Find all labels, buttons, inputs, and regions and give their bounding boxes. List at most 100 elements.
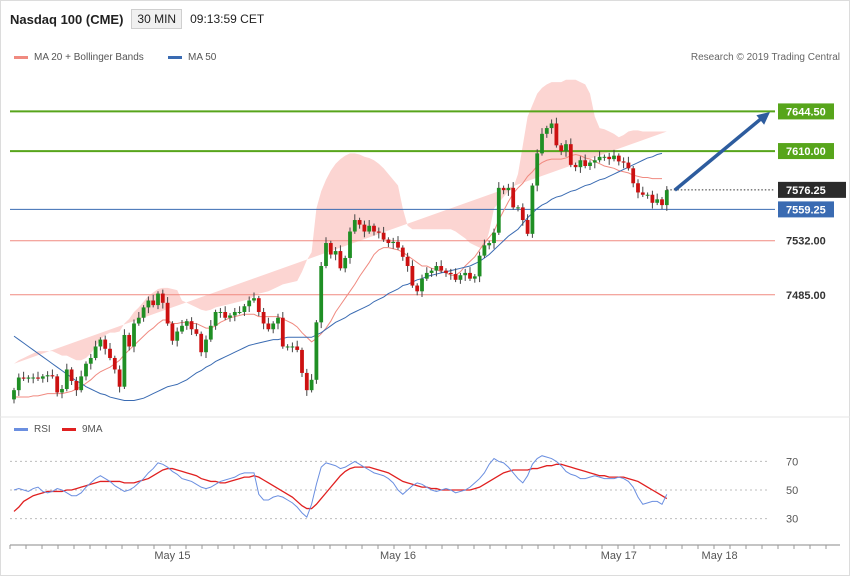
- candle-down: [468, 272, 472, 279]
- candle-up: [208, 325, 213, 340]
- candle-up: [324, 243, 328, 267]
- candle-up: [429, 270, 434, 273]
- candle-down: [636, 183, 640, 193]
- candle-down: [439, 266, 444, 271]
- candle-up: [31, 377, 36, 379]
- candle-down: [640, 192, 645, 195]
- candle-down: [520, 207, 525, 221]
- candle-down: [165, 302, 170, 324]
- ma9-legend-label: 9MA: [82, 424, 103, 435]
- candle-up: [424, 272, 429, 279]
- rsi-9ma-line: [13, 463, 668, 512]
- candle-up: [578, 160, 583, 168]
- candle-up: [535, 153, 540, 186]
- candle-up: [60, 389, 64, 393]
- rsi-line: [13, 455, 668, 518]
- candle-down: [405, 256, 410, 267]
- candle-down: [170, 323, 175, 341]
- ma50-legend-label: MA 50: [188, 52, 217, 63]
- candle-down: [266, 323, 271, 330]
- timestamp: 09:13:59 CET: [190, 12, 265, 26]
- rsi-tick-label: 30: [786, 514, 798, 526]
- candle-up: [391, 241, 396, 244]
- bollinger-band-area: [14, 79, 667, 364]
- candle-down: [36, 377, 40, 379]
- candle-up: [348, 231, 352, 258]
- candle-up: [487, 243, 492, 246]
- rsi-swatch: [14, 428, 28, 431]
- candle-down: [338, 251, 343, 269]
- candle-down: [631, 168, 636, 184]
- candle-down: [660, 199, 664, 206]
- candle-down: [295, 346, 300, 350]
- candle-down: [386, 239, 391, 244]
- candle-up: [496, 187, 501, 233]
- candle-up: [597, 156, 602, 161]
- candle-up: [237, 311, 242, 313]
- bollinger-legend-label: MA 20 + Bollinger Bands: [34, 52, 144, 63]
- candle-up: [12, 390, 16, 400]
- candle-up: [93, 346, 98, 358]
- time-axis-label: May 17: [601, 550, 637, 562]
- candle-down: [108, 348, 112, 358]
- candle-down: [194, 329, 199, 334]
- candle-up: [79, 376, 84, 391]
- level-tag-pivot: [778, 201, 834, 218]
- candle-up: [506, 187, 511, 191]
- candle-up: [252, 298, 256, 301]
- legend-bollinger: MA 20 + Bollinger Bands: [14, 52, 144, 63]
- candle-up: [482, 245, 487, 256]
- candle-up: [242, 306, 247, 312]
- candle-up: [213, 311, 218, 326]
- candle-up: [592, 160, 597, 163]
- level-tag-resistance: [778, 143, 834, 160]
- candle-up: [88, 357, 93, 364]
- candle-up: [64, 369, 69, 390]
- timeframe-badge[interactable]: 30 MIN: [131, 9, 183, 29]
- chart-header: Nasdaq 100 (CME) 30 MIN 09:13:59 CET: [10, 8, 264, 30]
- candle-up: [588, 162, 592, 167]
- level-tag-label: 7532.00: [786, 236, 826, 248]
- candle-down: [372, 225, 376, 232]
- candle-up: [98, 339, 103, 347]
- candle-down: [50, 375, 55, 377]
- candles: [12, 117, 669, 404]
- candle-up: [290, 346, 295, 348]
- level-tag-label: 7610.00: [786, 146, 826, 158]
- candle-up: [285, 346, 290, 348]
- candle-up: [420, 278, 424, 292]
- time-axis-label: May 15: [154, 550, 190, 562]
- candle-up: [352, 220, 357, 232]
- candle-up: [204, 339, 208, 353]
- candle-up: [26, 377, 31, 379]
- candle-down: [381, 232, 386, 240]
- legend-ma50: MA 50: [168, 52, 216, 63]
- last-price-tag-label: 7576.25: [786, 185, 826, 197]
- candle-down: [112, 357, 117, 370]
- candle-down: [117, 369, 122, 387]
- candle-down: [223, 311, 228, 318]
- candle-down: [559, 145, 564, 152]
- candle-up: [458, 275, 463, 280]
- candle-up: [530, 185, 535, 234]
- candle-down: [189, 321, 194, 330]
- time-axis-label: May 18: [702, 550, 738, 562]
- candle-up: [333, 251, 338, 255]
- candle-up: [180, 325, 184, 332]
- candle-down: [400, 247, 405, 257]
- candle-down: [448, 272, 453, 275]
- candle-up: [228, 315, 232, 318]
- candle-up: [492, 232, 496, 244]
- legend-rsi: RSI: [14, 424, 51, 435]
- candle-down: [568, 144, 573, 165]
- level-tag-resistance: [778, 103, 834, 120]
- candle-up: [122, 334, 127, 387]
- candle-down: [55, 376, 60, 393]
- candle-up: [463, 272, 468, 276]
- candle-up: [45, 375, 50, 377]
- candle-up: [655, 199, 660, 203]
- candle-down: [151, 300, 156, 306]
- candle-up: [218, 311, 223, 313]
- ma50-line: [13, 152, 663, 401]
